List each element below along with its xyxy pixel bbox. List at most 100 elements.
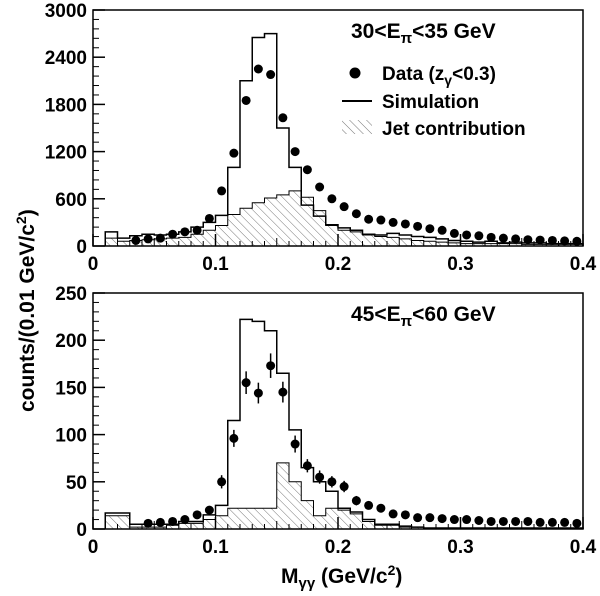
x-axis-title-post: (GeV/c xyxy=(315,565,388,588)
panel-bottom-data-point xyxy=(278,387,288,397)
x-axis-title-sup: 2 xyxy=(388,562,396,578)
panel-bottom-data-point xyxy=(327,477,337,487)
panel-bottom-data-point xyxy=(486,516,496,526)
panel-bottom-data-point xyxy=(204,505,214,515)
x-axis-title: Mγγ (GeV/c2) xyxy=(281,562,402,592)
x-axis-title-sub: γγ xyxy=(299,575,316,592)
panel-bottom-label-post: <60 GeV xyxy=(412,303,495,326)
panel-bottom-data-point xyxy=(253,388,263,398)
panel-bottom-x-tick-label: 0.2 xyxy=(325,537,351,558)
panel-bottom-data-point xyxy=(143,518,153,528)
y-axis-title-sup: 2 xyxy=(13,216,29,224)
panel-top-data-point xyxy=(449,228,459,238)
panel-top-y-tick-label: 0 xyxy=(76,237,87,258)
legend-jet-label: Jet contribution xyxy=(382,119,526,140)
panel-bottom-data-point xyxy=(241,378,251,388)
panel-top-label: 30<Eπ<35 GeV xyxy=(351,20,496,47)
panel-bottom-sim-layer xyxy=(104,318,584,529)
panel-bottom-data-point xyxy=(266,361,276,371)
panel-bottom-data-point xyxy=(449,515,459,525)
panel-bottom-data-point xyxy=(302,461,312,471)
legend-simulation-label: Simulation xyxy=(382,92,479,113)
panel-top-data-point xyxy=(547,235,557,245)
panel-bottom-data-point xyxy=(290,439,300,449)
panel-top-y-tick-label: 3000 xyxy=(45,1,87,22)
panel-top-data-point xyxy=(498,233,508,243)
panel-top-label-sub: π xyxy=(401,30,413,47)
panel-top-data-point xyxy=(364,214,374,224)
panel-top-data-point xyxy=(302,165,312,175)
panel-top-data-layer xyxy=(131,64,582,246)
legend: Data (zγ<0.3) Simulation Jet contributio… xyxy=(342,64,526,140)
panel-bottom-jet-layer xyxy=(104,462,584,530)
panel-top-data-point xyxy=(131,235,141,245)
panel-bottom-x-tick-label: 0 xyxy=(88,537,99,558)
legend-data-marker xyxy=(349,67,361,79)
panel-top-data-point xyxy=(278,113,288,123)
panel-top-label-pre: 30<E xyxy=(351,20,401,43)
panel-top-data-point xyxy=(155,233,165,243)
panel-bottom-y-tick-label: 50 xyxy=(66,473,87,494)
legend-data-label: Data (zγ<0.3) xyxy=(382,64,496,88)
panel-bottom-data-point xyxy=(523,516,533,526)
panel-top-data-point xyxy=(229,148,239,158)
panel-top-data-point xyxy=(511,234,521,244)
panel-top-data-point xyxy=(523,235,533,245)
panel-bottom-data-point xyxy=(192,510,202,520)
panel-top-label-post: <35 GeV xyxy=(412,20,495,43)
x-axis-title-end: ) xyxy=(395,565,402,588)
panel-bottom-label-pre: 45<E xyxy=(351,303,401,326)
panel-bottom-jet-histogram xyxy=(104,462,584,530)
panel-top-data-point xyxy=(413,221,423,231)
panel-bottom-y-tick-label: 150 xyxy=(55,378,87,399)
panel-bottom-y-tick-label: 100 xyxy=(55,426,87,447)
panel-top-data-point xyxy=(204,213,214,223)
panel-top-data-point xyxy=(560,236,570,246)
legend-data-sub: γ xyxy=(444,72,452,88)
panel-top-x-tick-label: 0.1 xyxy=(202,254,229,275)
panel-top-ticks: 0 0.1 0.2 0.3 0.4 0 600 1200 1800 2400 3000 xyxy=(45,1,597,275)
panel-bottom-data-point xyxy=(413,513,423,523)
panel-top-data-point xyxy=(437,225,447,235)
panel-top-data-point xyxy=(400,219,410,229)
panel-bottom-data-point xyxy=(547,517,557,527)
panel-top-data-point xyxy=(351,209,361,219)
panel-bottom-x-tick-label: 0.1 xyxy=(202,537,229,558)
panel-top-data-point xyxy=(217,186,227,196)
panel-top-x-tick-label: 0 xyxy=(88,254,99,275)
y-axis-title-main: counts/(0.01 GeV/c xyxy=(16,224,39,412)
panel-top-data-point xyxy=(376,215,386,225)
panel-top-data-point xyxy=(143,234,153,244)
panel-bottom-y-tick-label: 250 xyxy=(55,284,87,305)
panel-bottom-data-point xyxy=(315,472,325,482)
panel-top-data-point xyxy=(327,194,337,204)
panel-top-data-point xyxy=(339,202,349,212)
panel-bottom-data-point xyxy=(376,503,386,513)
panel-bottom: 0 0.1 0.2 0.3 0.4 0 50 100 150 200 250 45<Eπ<60 Ge… xyxy=(55,284,596,558)
panel-top-data-point xyxy=(192,225,202,235)
panel-top-y-tick-label: 1800 xyxy=(45,95,87,116)
panel-bottom-data-point xyxy=(364,500,374,510)
panel-top-data-point xyxy=(572,236,582,246)
panel-top-data-point xyxy=(253,64,263,74)
panel-top-x-tick-label: 0.4 xyxy=(570,254,597,275)
panel-top-data-point xyxy=(168,229,178,239)
panel-bottom-ticks: 0 0.1 0.2 0.3 0.4 0 50 100 150 200 250 xyxy=(55,284,596,558)
panel-top-data-point xyxy=(486,232,496,242)
panel-bottom-data-point xyxy=(168,516,178,526)
panel-bottom-data-point xyxy=(425,513,435,523)
panel-top-data-point xyxy=(266,70,276,80)
panel-bottom-data-point xyxy=(437,514,447,524)
panel-top-data-point xyxy=(290,147,300,157)
panel-top-y-tick-label: 1200 xyxy=(45,143,87,164)
panel-bottom-x-tick-label: 0.3 xyxy=(447,537,473,558)
panel-bottom-label: 45<Eπ<60 GeV xyxy=(351,303,496,330)
panel-bottom-data-point xyxy=(560,517,570,527)
panel-bottom-data-point xyxy=(511,516,521,526)
panel-top-data-point xyxy=(425,224,435,234)
panel-bottom-data-point xyxy=(351,496,361,506)
panel-bottom-x-tick-label: 0.4 xyxy=(570,537,597,558)
y-axis-title: counts/(0.01 GeV/c2) xyxy=(13,209,39,412)
